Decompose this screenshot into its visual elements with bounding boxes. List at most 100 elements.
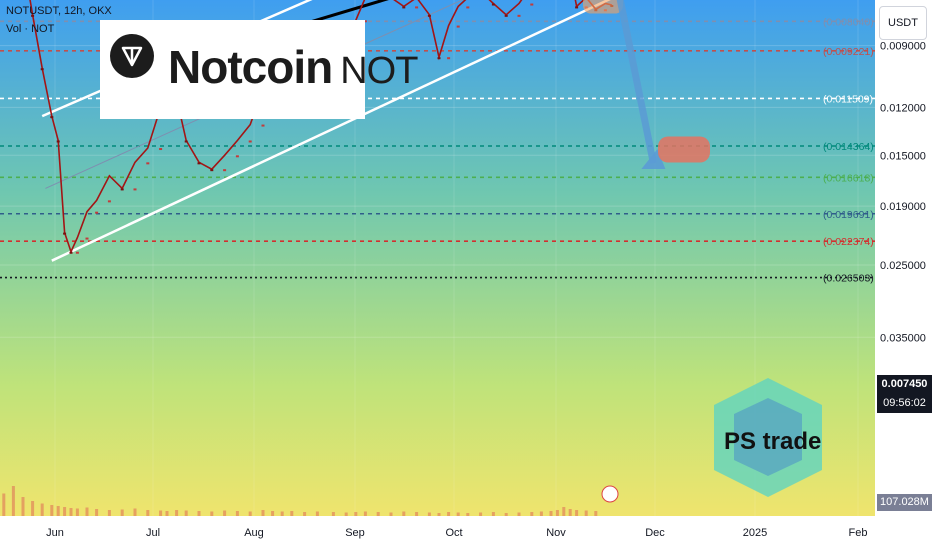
volume-bar xyxy=(85,507,89,516)
annotations-layer xyxy=(583,0,710,503)
volume-bar xyxy=(315,511,319,516)
x-tick-label: Dec xyxy=(645,527,665,539)
volume-bar xyxy=(555,510,559,516)
price-candle xyxy=(210,169,214,172)
volume-bar xyxy=(491,512,495,516)
volume-bar xyxy=(402,511,406,516)
volume-bar xyxy=(539,511,543,516)
level-label: (0.026503) xyxy=(823,273,874,285)
volume-bar xyxy=(50,505,54,516)
price-candle xyxy=(517,14,521,17)
price-candle xyxy=(85,237,89,240)
level-label: (0.022374) xyxy=(823,236,874,248)
price-candle xyxy=(456,25,460,28)
volume-bar xyxy=(248,511,252,516)
candle-countdown: 09:56:02 xyxy=(883,397,926,409)
y-tick-label: 0.009000 xyxy=(880,41,926,53)
price-candle xyxy=(363,20,367,23)
volume-bar xyxy=(504,513,508,516)
volume-bar xyxy=(549,511,553,516)
x-tick-label: Jun xyxy=(46,527,64,539)
volume-bar xyxy=(95,509,99,516)
price-candle xyxy=(261,124,265,127)
price-candle xyxy=(504,14,508,17)
volume-bar xyxy=(11,486,15,516)
price-candle xyxy=(133,188,137,191)
price-candle xyxy=(56,140,60,143)
volume-bar xyxy=(63,507,67,516)
volume-bar xyxy=(165,511,169,516)
price-candle xyxy=(427,14,431,17)
x-tick-label: Jul xyxy=(146,527,160,539)
time-axis[interactable]: Jun Jul Aug Sep Oct Nov Dec 2025 Feb xyxy=(46,527,867,539)
current-price: 0.007450 xyxy=(881,378,928,390)
current-zone xyxy=(583,0,623,14)
volume-bar xyxy=(2,493,6,516)
volume-bar xyxy=(530,512,534,516)
volume-bar xyxy=(437,513,441,516)
volume-bar xyxy=(175,510,179,516)
time-axis-panel xyxy=(0,516,932,550)
price-candle xyxy=(223,169,227,172)
volume-bar xyxy=(415,512,419,516)
level-label: (0.008040) xyxy=(823,16,874,28)
price-candle xyxy=(415,6,419,9)
volume-bar xyxy=(331,512,335,516)
volume-bar xyxy=(354,512,358,516)
price-candle xyxy=(402,6,406,9)
level-label: (0.014364) xyxy=(823,141,874,153)
price-candle xyxy=(159,148,163,151)
price-candle xyxy=(31,14,35,17)
logo-text: Notcoin NOT xyxy=(168,40,418,94)
volume-value-tag: 107.028M xyxy=(877,494,932,511)
price-candle xyxy=(491,3,495,6)
price-candle xyxy=(184,140,188,143)
x-tick-label: Oct xyxy=(445,527,462,539)
volume-bar xyxy=(261,510,265,516)
volume-bar xyxy=(197,511,201,516)
price-candle xyxy=(437,57,441,60)
volume-bar xyxy=(184,510,188,516)
volume-bar xyxy=(466,513,470,516)
axis-panel xyxy=(875,0,932,550)
x-tick-label: Aug xyxy=(244,527,264,539)
volume-bar xyxy=(456,512,460,516)
price-candle xyxy=(575,6,579,9)
price-candle xyxy=(120,188,124,191)
currency-button[interactable]: USDT xyxy=(879,6,927,40)
volume-bar xyxy=(271,511,275,516)
price-candle xyxy=(50,116,54,119)
x-tick-label: Feb xyxy=(849,527,868,539)
price-candle xyxy=(95,211,99,214)
logo-ticker: NOT xyxy=(340,50,418,92)
volume-bar xyxy=(389,512,393,516)
level-label: (0.011509) xyxy=(823,93,873,105)
volume-bar xyxy=(146,510,150,516)
volume-bar xyxy=(75,508,79,516)
volume-bar xyxy=(133,508,137,516)
volume-bar xyxy=(517,512,521,516)
ps-trade-watermark xyxy=(714,378,822,497)
price-candle xyxy=(107,200,111,203)
current-price-tag: 0.007450 09:56:02 xyxy=(877,375,932,413)
volume-bar xyxy=(120,509,124,516)
volume-bar xyxy=(363,511,367,516)
price-candle xyxy=(197,162,201,165)
volume-bar xyxy=(427,512,431,516)
volume-bar xyxy=(31,501,35,516)
volume-legend: Vol · NOT xyxy=(6,23,55,35)
notcoin-logo-icon xyxy=(110,34,154,78)
level-label: (0.009221) xyxy=(823,46,874,58)
volume-bar xyxy=(290,511,294,516)
volume-bar xyxy=(235,511,239,516)
price-candle xyxy=(146,162,150,165)
price-candle xyxy=(235,155,239,158)
volume-bar xyxy=(40,503,44,516)
volume-bar xyxy=(344,512,348,516)
y-tick-label: 0.015000 xyxy=(880,150,926,162)
target-zone xyxy=(658,136,710,163)
price-candle xyxy=(447,57,451,60)
volume-bar xyxy=(303,512,307,516)
price-axis[interactable]: 0.035000 0.025000 0.019000 0.015000 0.012000… xyxy=(880,0,926,345)
